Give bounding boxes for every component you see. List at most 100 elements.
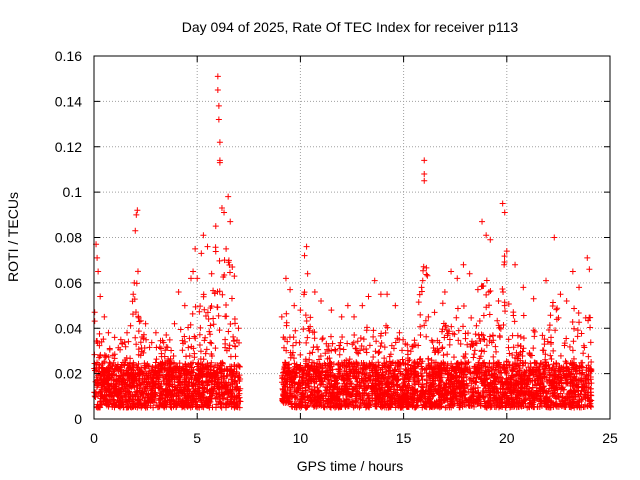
data-point-cloud	[574, 327, 581, 334]
data-point-cloud	[96, 330, 103, 337]
data-point-cloud	[525, 395, 532, 402]
data-point	[520, 284, 527, 291]
data-point-cloud	[282, 378, 289, 385]
data-point-cloud	[555, 393, 562, 400]
data-point-cloud	[434, 388, 441, 395]
data-point-cloud	[514, 342, 521, 349]
data-point-cloud	[204, 373, 211, 380]
data-point-cloud	[158, 345, 165, 352]
data-point-cloud	[102, 396, 109, 403]
data-point-cloud	[568, 390, 575, 397]
data-point-cloud	[481, 359, 488, 366]
data-point-cloud	[319, 335, 326, 342]
data-point-cloud	[208, 395, 215, 402]
data-point-cloud	[457, 383, 464, 390]
data-point	[466, 270, 473, 277]
data-point-cloud	[219, 291, 226, 298]
data-point-cloud	[95, 403, 102, 410]
data-point-cloud	[291, 360, 298, 367]
data-point-cloud	[101, 376, 108, 383]
data-point-cloud	[509, 352, 516, 359]
data-point-cloud	[446, 404, 453, 411]
data-point-cloud	[585, 380, 592, 387]
data-point	[301, 252, 308, 259]
data-point-cloud	[571, 305, 578, 312]
data-point-cloud	[441, 383, 448, 390]
data-point-cloud	[394, 372, 401, 379]
data-point-cloud	[158, 369, 165, 376]
data-point-cloud	[100, 377, 107, 384]
data-point-cloud	[426, 374, 433, 381]
data-point-cloud	[515, 377, 522, 384]
data-point-cloud	[177, 386, 184, 393]
data-point-cloud	[337, 339, 344, 346]
data-point-cloud	[419, 277, 426, 284]
x-tick-labels: 0 5 10 15 20 25	[90, 430, 618, 446]
data-point	[530, 295, 537, 302]
data-point-cloud	[513, 382, 520, 389]
data-point-cloud	[587, 374, 594, 381]
data-point	[181, 302, 188, 309]
data-point-cloud	[116, 373, 123, 380]
data-point-cloud	[199, 390, 206, 397]
data-point-cloud	[542, 363, 549, 370]
data-point-cloud	[426, 384, 433, 391]
data-point-cloud	[452, 385, 459, 392]
data-point-cloud	[470, 354, 477, 361]
data-point-cloud	[324, 355, 331, 362]
data-point-cloud	[507, 404, 513, 411]
data-point-cloud	[118, 368, 125, 375]
data-point-cloud	[550, 347, 557, 354]
data-point-cloud	[207, 322, 214, 329]
data-point-cloud	[516, 390, 523, 397]
data-point-cloud	[193, 390, 200, 397]
data-point	[384, 291, 391, 298]
data-point-cloud	[102, 354, 109, 361]
data-point-cloud	[567, 401, 574, 408]
data-point-cloud	[546, 385, 553, 392]
data-point-cloud	[109, 403, 116, 410]
data-point-cloud	[568, 366, 575, 373]
data-point	[421, 170, 428, 177]
data-point-cloud	[363, 349, 370, 356]
data-point-cloud	[578, 383, 585, 390]
data-point-cloud	[123, 398, 130, 405]
data-point-cloud	[392, 339, 399, 346]
data-point-cloud	[588, 359, 595, 366]
data-point-cloud	[110, 368, 117, 375]
data-point-cloud	[336, 351, 343, 358]
data-point-cloud	[357, 399, 364, 406]
data-point-cloud	[181, 333, 188, 340]
data-point-cloud	[334, 389, 341, 396]
data-point-cloud	[389, 400, 396, 407]
data-point-cloud	[585, 353, 592, 360]
data-point-cloud	[548, 372, 555, 379]
data-point-cloud	[420, 401, 427, 408]
data-point-cloud	[492, 343, 499, 350]
data-point-cloud	[443, 326, 450, 333]
data-point-cloud	[304, 369, 311, 376]
data-point-cloud	[407, 348, 414, 355]
data-point-cloud	[388, 380, 395, 387]
data-point-cloud	[348, 381, 355, 388]
data-point	[543, 277, 550, 284]
data-point-cloud	[574, 333, 581, 340]
data-point-cloud	[223, 365, 230, 372]
data-point-cloud	[214, 304, 221, 311]
data-point-cloud	[455, 327, 462, 334]
data-point-cloud	[474, 384, 481, 391]
data-point-cloud	[187, 397, 194, 404]
data-point-cloud	[286, 377, 293, 384]
data-point-cloud	[158, 353, 165, 360]
data-point-cloud	[382, 329, 389, 336]
data-point-cloud	[303, 317, 310, 324]
data-point-cloud	[402, 383, 409, 390]
data-point-cloud	[158, 394, 165, 401]
data-point-cloud	[424, 377, 431, 384]
data-point-cloud	[132, 309, 139, 316]
data-point-cloud	[530, 391, 537, 398]
data-point-cloud	[456, 404, 463, 411]
data-point-cloud	[531, 328, 538, 335]
data-point-cloud	[307, 395, 314, 402]
data-point-cloud	[394, 362, 401, 369]
